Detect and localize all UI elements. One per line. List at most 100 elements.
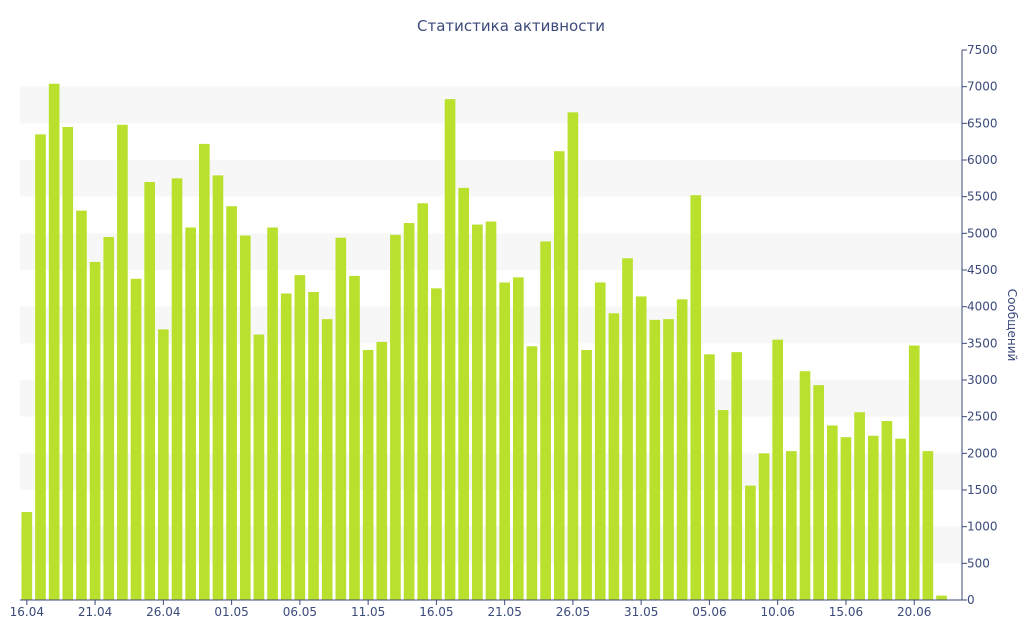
y-tick-label: 4000 <box>967 300 998 314</box>
bar <box>267 227 278 600</box>
x-tick-label: 21.04 <box>78 605 112 619</box>
y-axis-label: Сообщений <box>1005 289 1019 362</box>
bar <box>731 352 743 600</box>
x-axis-ticks: 16.04 21.04 26.04 01.05 06.05 11.05 16.05 21.05… <box>10 600 931 619</box>
bar <box>758 453 770 600</box>
bar <box>103 237 115 600</box>
bar <box>294 275 306 600</box>
bar <box>581 349 592 600</box>
x-tick-label: 15.06 <box>829 605 863 619</box>
y-tick-label: 3500 <box>967 336 998 350</box>
y-tick-label: 1500 <box>967 483 998 497</box>
bar <box>198 143 210 600</box>
bar <box>799 371 811 600</box>
bar <box>403 223 415 600</box>
bar <box>717 410 729 600</box>
x-tick-label: 26.05 <box>556 605 590 619</box>
x-tick-label: 05.06 <box>692 605 726 619</box>
y-tick-label: 6500 <box>967 116 998 130</box>
x-tick-label: 06.05 <box>283 605 317 619</box>
y-tick-label: 4500 <box>967 263 998 277</box>
y-tick-label: 1000 <box>967 520 998 534</box>
bar <box>185 227 196 600</box>
bar <box>458 187 470 600</box>
bar <box>594 282 606 600</box>
bar <box>117 124 128 601</box>
bar <box>499 282 510 600</box>
y-tick-label: 0 <box>967 593 975 607</box>
y-axis-ticks: 0 500 1000 1500 2000 2500 3000 3500 4000 4500 5000… <box>962 43 998 607</box>
bar <box>526 346 538 600</box>
bar <box>772 339 784 600</box>
y-tick-label: 3000 <box>967 373 998 387</box>
x-tick-label: 26.04 <box>146 605 180 619</box>
bar <box>567 112 579 600</box>
y-tick-label: 6000 <box>967 153 998 167</box>
bar <box>321 319 333 600</box>
bar <box>158 329 169 600</box>
bar <box>635 296 647 600</box>
bar <box>431 288 442 600</box>
bar <box>895 438 906 600</box>
bar <box>936 595 947 600</box>
bar <box>663 319 674 600</box>
bar <box>813 385 824 600</box>
bar <box>21 512 33 600</box>
bar <box>540 241 551 600</box>
y-tick-label: 5000 <box>967 226 998 240</box>
bar <box>867 435 879 600</box>
x-tick-label: 01.05 <box>214 605 248 619</box>
bar <box>608 313 620 600</box>
x-tick-label: 21.05 <box>487 605 521 619</box>
bar <box>335 237 347 601</box>
bar <box>212 175 224 600</box>
bar <box>690 195 702 600</box>
bar <box>171 178 183 600</box>
x-tick-label: 11.05 <box>351 605 385 619</box>
bar <box>308 292 319 600</box>
x-tick-label: 31.05 <box>624 605 658 619</box>
bar <box>649 319 661 600</box>
bar <box>76 210 87 600</box>
bar <box>390 234 401 601</box>
bar <box>280 293 292 600</box>
chart-title: Статистика активности <box>417 17 605 35</box>
bar <box>253 334 265 600</box>
bar <box>485 221 497 600</box>
bar <box>35 134 46 600</box>
bar <box>622 258 633 600</box>
y-tick-label: 2000 <box>967 446 998 460</box>
grid-band <box>20 160 962 197</box>
bar <box>854 412 865 600</box>
bar <box>786 451 797 600</box>
bar <box>362 349 374 600</box>
bar <box>512 277 524 600</box>
bar <box>472 224 483 600</box>
bar <box>376 341 388 600</box>
y-tick-label: 7500 <box>967 43 998 57</box>
x-tick-label: 20.06 <box>897 605 931 619</box>
x-tick-label: 16.04 <box>10 605 44 619</box>
bar <box>48 83 60 601</box>
bar <box>745 485 756 600</box>
bar <box>417 203 429 600</box>
bar <box>676 299 688 600</box>
y-tick-label: 7000 <box>967 80 998 94</box>
bar <box>908 345 920 600</box>
bar <box>826 425 838 600</box>
bar <box>553 151 565 600</box>
bar <box>704 354 715 600</box>
bar <box>226 206 237 600</box>
bar <box>130 278 142 600</box>
bar <box>62 127 74 600</box>
bar <box>349 275 360 600</box>
x-tick-label: 10.06 <box>761 605 795 619</box>
grid-band <box>20 86 962 124</box>
y-tick-label: 5500 <box>967 190 998 204</box>
bar <box>840 437 852 600</box>
bars <box>21 83 947 601</box>
bar <box>881 421 893 600</box>
y-tick-label: 2500 <box>967 410 998 424</box>
x-tick-label: 16.05 <box>419 605 453 619</box>
